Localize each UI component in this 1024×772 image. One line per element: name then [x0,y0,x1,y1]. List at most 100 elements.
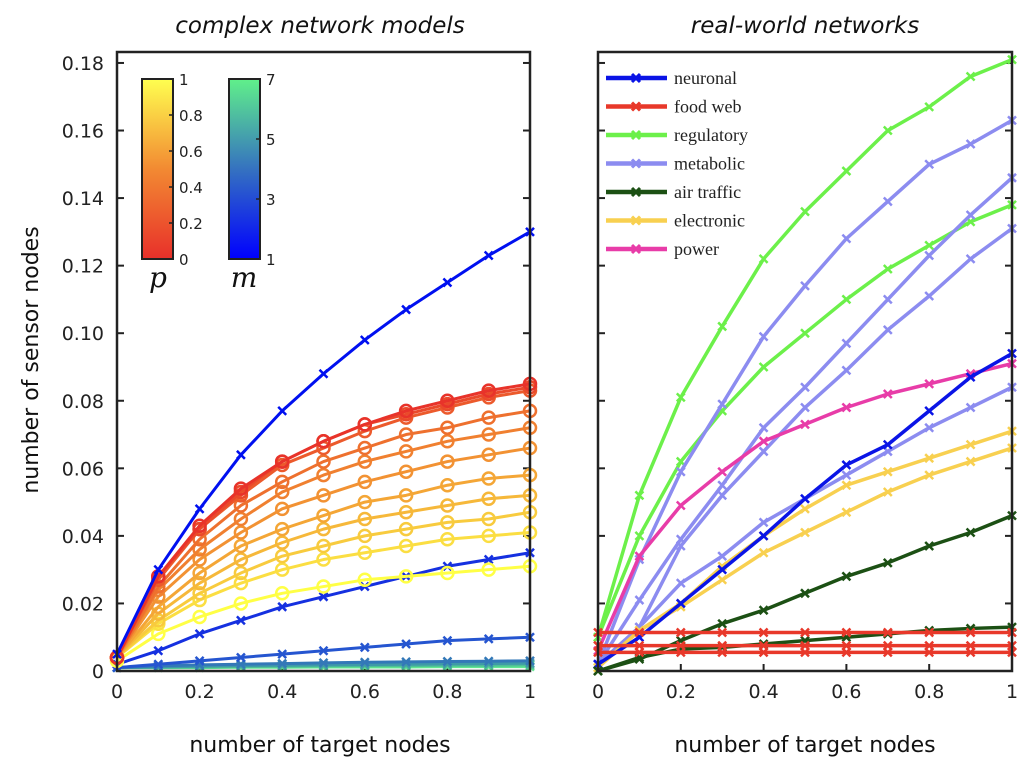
regulatory-series-point [965,71,976,82]
p-0.8-series-point [316,538,331,554]
p-0.4-series-point [316,467,331,483]
left-x-tick-label: 1 [524,681,536,703]
p-0.9-series-point [481,528,496,544]
regulatory-series-point [634,490,645,501]
food-web-series-point [965,647,976,658]
metabolic-series-point [882,196,893,207]
m-3-series-point [236,652,246,663]
m-3-series-point [483,634,494,644]
metabolic-series-point [717,399,728,410]
p-0.5-series-point [192,552,207,567]
m-4-series-point [401,656,411,667]
p-0.9-series-line [116,531,531,659]
regulatory-series-point [882,125,893,136]
p-colorbar-tick-label: 0.4 [179,179,203,197]
p-0.8-series-line [115,510,531,659]
air-traffic-series-point [841,571,852,582]
metabolic-series-point [924,422,935,433]
p-0.4-series-point [274,484,290,500]
p-0.3-series-point [357,440,373,456]
metabolic-series-point [800,382,810,393]
p-0.8-series-point [481,511,496,527]
m-1-series-point [318,368,329,379]
electronic-series-point [800,503,810,514]
y-tick-label: 0 [92,661,104,683]
food-web-series-point [924,627,935,638]
m-3-series-point [318,645,329,656]
p-0.6-series-point [440,477,455,493]
left-axes-box [115,50,532,673]
p-0-series-point [192,518,207,533]
neuronal-series-point [882,439,893,450]
food-web-series-point [800,627,810,638]
m-3-series-point [277,649,288,659]
p-colorbar-tick-label: 0.2 [179,215,203,233]
food-web-series-point [634,647,645,658]
legend-label: neuronal [674,68,737,88]
m-1-series-point [153,564,164,575]
m-1-series-point [401,304,411,315]
p-0.4-series-point [440,434,455,449]
electronic-series-point [882,466,893,477]
p-colorbar-tick-label: 0.6 [179,143,203,161]
metabolic-series-point [675,466,686,477]
p-0.3-series-point [316,454,331,469]
m-3-series-point [359,642,370,653]
metabolic-series-point [841,233,852,244]
regulatory-series-point [924,240,935,251]
metabolic-series-point [841,338,852,349]
y-tick-label: 0.14 [62,188,104,210]
power-series-point [634,551,645,562]
m-3-series-point [153,659,164,670]
legend-label: power [674,239,719,259]
p-0.5-series-point [481,447,496,463]
m-colorbar-tick-label: 7 [266,71,276,89]
p-1-series-point [316,579,331,594]
metabolic-series-point [841,470,852,480]
p-0.8-series-point [233,565,249,581]
p-0.8-series-point [274,548,290,564]
food-web-series-point [924,647,935,658]
p-0-series-point [481,383,496,398]
p-0-series-point [274,454,290,469]
food-web-series-point [882,647,893,658]
food-web-series-point [841,647,852,658]
metabolic-series-point [965,402,976,413]
y-tick-label: 0.06 [62,458,104,480]
food-web-series-point [634,627,645,638]
food-web-series-point [841,627,852,638]
metabolic-series-point [965,210,976,220]
p-0.5-series-point [274,501,290,517]
electronic-series-point [758,547,769,558]
p-0-series-point [357,417,373,432]
p-0.8-series-point [440,515,455,530]
m-4-series-point [277,658,288,669]
y-tick-label: 0.10 [62,323,104,345]
metabolic-series-point [675,578,686,589]
m-4-series-point [442,656,453,667]
p-0.7-series-point [398,504,414,520]
p-0.4-series-point [398,444,414,459]
p-colorbar [141,78,174,260]
p-0.9-series-point [316,552,331,567]
metabolic-series-point [717,480,728,491]
m-colorbar [228,78,261,260]
food-web-series-point [758,627,769,638]
electronic-series-point [924,453,935,464]
p-0-series-line [115,382,531,659]
regulatory-series-point [800,206,810,217]
p-0.3-series-point [440,420,455,436]
regulatory-series-line [596,57,1013,638]
p-0.3-series-point [274,474,290,490]
metabolic-series-point [924,159,935,170]
legend-marker [630,72,642,84]
m-4-series-point [483,656,494,667]
p-0.7-series-point [481,491,496,506]
food-web-series-point [675,627,686,638]
neuronal-series-point [924,406,935,416]
legend-marker [630,158,642,169]
m-3-series-point [442,635,453,646]
electronic-series-point [841,480,852,491]
left-x-tick-label: 0.2 [184,681,214,703]
